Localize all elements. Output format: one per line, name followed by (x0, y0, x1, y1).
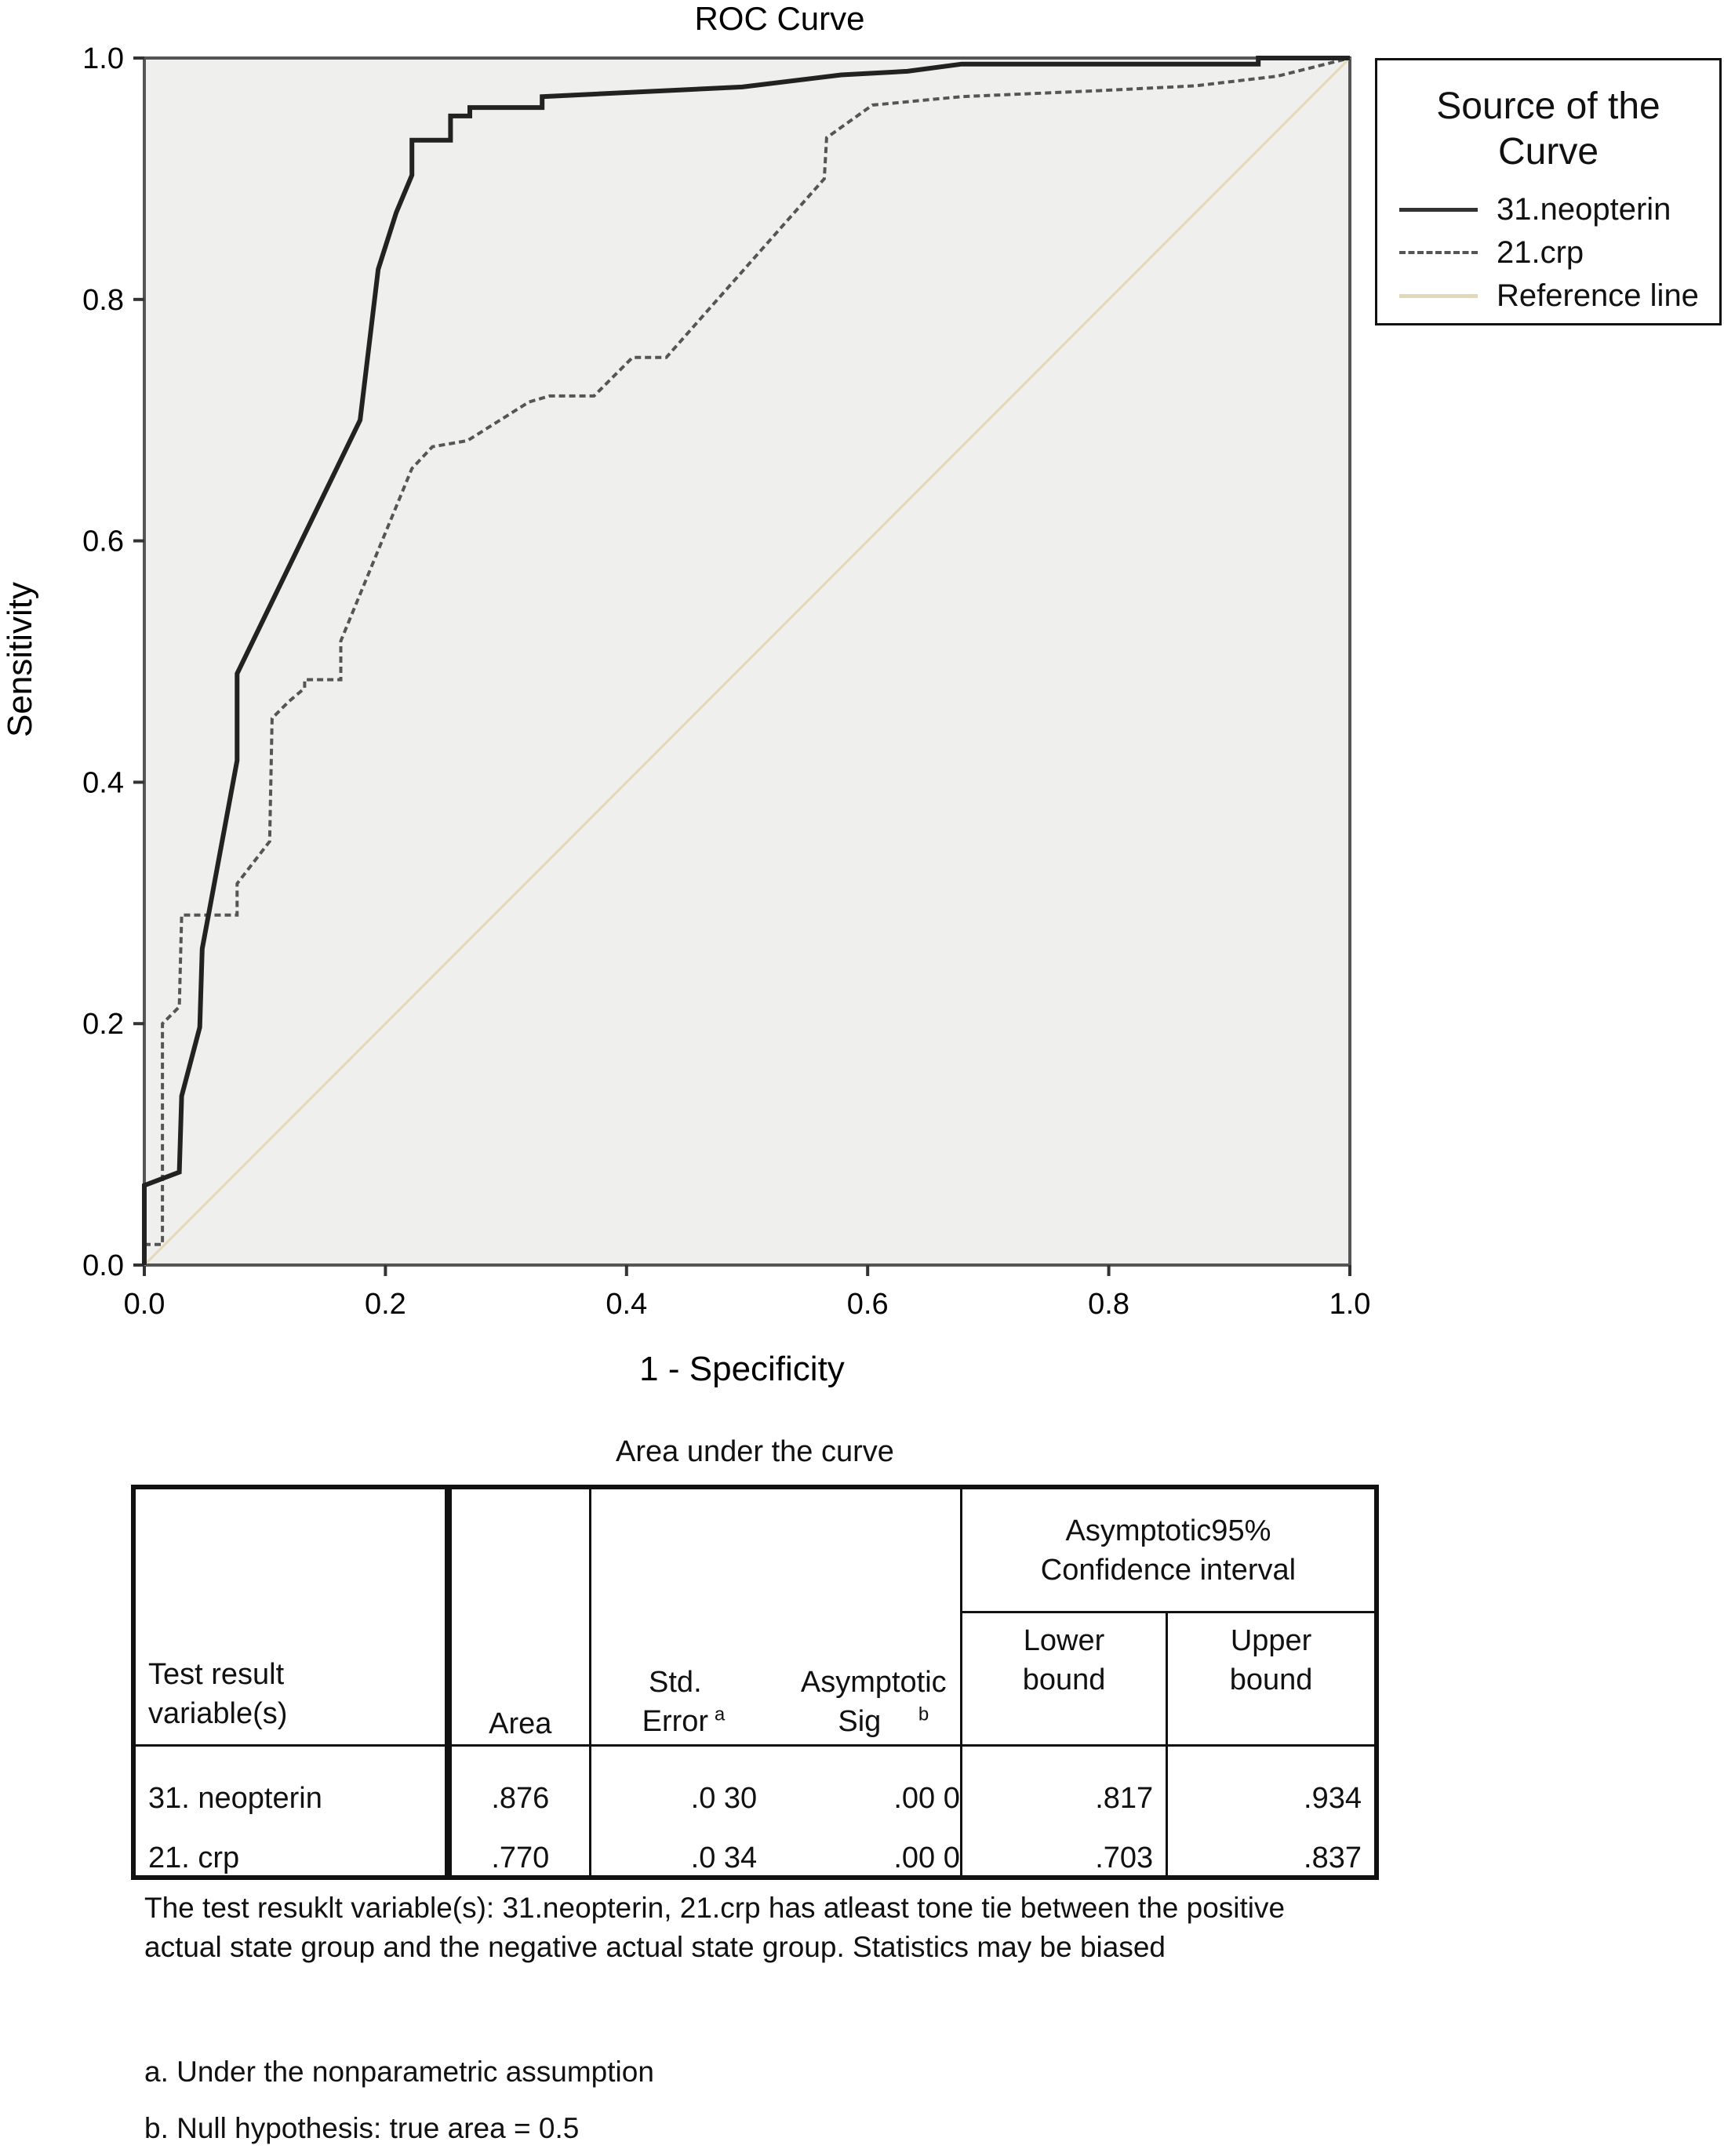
legend-label: 31.neopterin (1497, 191, 1671, 227)
x-axis-label: 1 - Specificity (639, 1350, 845, 1388)
header-text: Asymptotic Sig (800, 1666, 947, 1738)
chart-title: ROC Curve (694, 0, 864, 37)
solid-line-swatch-icon (1399, 207, 1478, 212)
header-lower: Lower bound (961, 1612, 1169, 1747)
x-tick-label: 0.2 (365, 1288, 406, 1321)
header-upper: Upper bound (1166, 1612, 1377, 1747)
header-text: Test result variable(s) (148, 1658, 288, 1730)
footnote-marker: b (918, 1703, 929, 1725)
legend-label: 21.crp (1497, 235, 1584, 270)
roc-chart: ROC Curve 0.0 0.2 0.4 0.6 0.8 1.0 0.0 0.2 0.4 0.6… (1, 0, 1371, 1388)
table-note: The test resuklt variable(s): 31.neopter… (144, 1892, 1286, 1963)
header-area: Area (448, 1487, 591, 1747)
x-tick-label: 0.4 (606, 1288, 647, 1321)
table-title: Area under the curve (616, 1435, 894, 1468)
legend-item-reference: Reference line (1399, 276, 1699, 315)
table-row: 31. neopterin .876 .0 30 .00 0 .817 .934 (133, 1745, 1377, 1816)
y-tick-label: 0.0 (82, 1249, 124, 1282)
x-tick-label: 0.0 (124, 1288, 165, 1321)
y-axis-label: Sensitivity (1, 582, 39, 737)
legend-title: Source of the Curve (1436, 85, 1660, 173)
header-text: Lower bound (1022, 1624, 1106, 1696)
footnote-marker: a (714, 1703, 726, 1725)
y-tick-label: 0.4 (82, 766, 124, 799)
cell-lower: .817 (961, 1745, 1169, 1816)
header-text: Asymptotic95% Confidence interval (1040, 1514, 1297, 1587)
cell-area: .876 (448, 1745, 591, 1816)
y-tick-label: 1.0 (82, 42, 124, 75)
footnote-b: b. Null hypothesis: true area = 0.5 (144, 2112, 580, 2144)
header-sig: Asymptotic Sig b (769, 1487, 962, 1747)
legend-item-neopterin: 31.neopterin (1399, 190, 1671, 229)
cell-std-error: .0 34 (690, 1842, 758, 1874)
reference-line-swatch-icon (1399, 293, 1478, 298)
header-variable: Test result variable(s) (133, 1487, 452, 1747)
y-tick-label: 0.8 (82, 284, 124, 317)
x-tick-label: 0.8 (1088, 1288, 1129, 1321)
cell-upper: .837 (1304, 1842, 1362, 1874)
header-text: Upper bound (1229, 1624, 1313, 1696)
x-tick-label: 0.6 (847, 1288, 889, 1321)
legend: Source of the Curve 31.neopterin 21.crp … (1375, 58, 1722, 325)
cell-lower: .703 (961, 1816, 1169, 1878)
y-tick-label: 0.2 (82, 1008, 124, 1041)
series-line-31-neopterin (142, 56, 1350, 1265)
cell-variable: 21. crp (133, 1816, 452, 1878)
cell-upper: .934 (1304, 1782, 1362, 1815)
legend-label: Reference line (1497, 278, 1699, 313)
table-row: 21. crp .770 .0 34 .00 0 .703 .837 (133, 1816, 1377, 1878)
cell-sig: .00 0 (769, 1816, 962, 1878)
footnote-a: a. Under the nonparametric assumption (144, 2056, 654, 2088)
series-line-21-crp (144, 56, 1351, 1246)
header-ci: Asymptotic95% Confidence interval (961, 1487, 1377, 1613)
header-std-error: Std. Error a (590, 1487, 770, 1747)
y-tick-label: 0.6 (82, 525, 124, 558)
header-text: Std. Error (642, 1666, 709, 1738)
dashed-line-swatch-icon (1399, 251, 1478, 254)
legend-item-crp: 21.crp (1399, 233, 1584, 272)
cell-std-error: .0 30 (690, 1782, 758, 1815)
x-tick-label: 1.0 (1329, 1288, 1371, 1321)
auc-table: Test result variable(s) Area Std. Error a… (131, 1485, 1379, 1880)
cell-sig: .00 0 (769, 1745, 962, 1816)
cell-area: .770 (448, 1816, 591, 1878)
cell-variable: 31. neopterin (133, 1745, 452, 1816)
series-line-reference-line (143, 56, 1351, 1267)
